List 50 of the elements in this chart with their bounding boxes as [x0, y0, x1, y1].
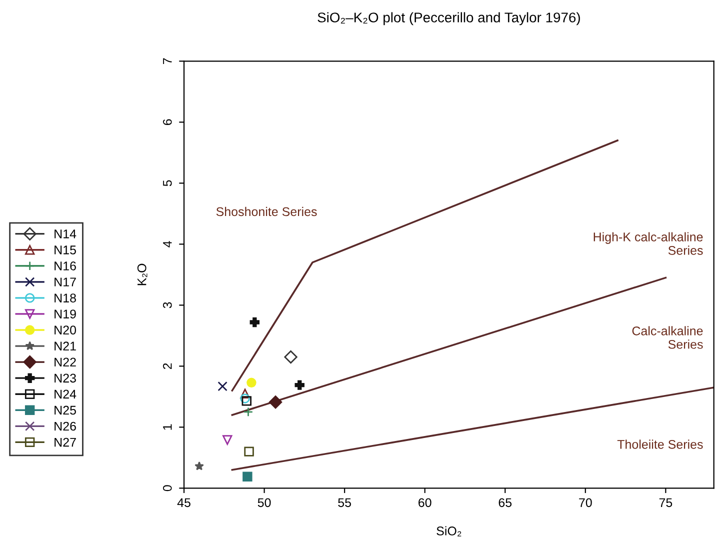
y-tick-label: 5	[163, 180, 172, 186]
point	[218, 381, 228, 392]
x-tick-label: 55	[338, 498, 351, 508]
legend-label: N27	[54, 438, 76, 447]
x-tick-label: 75	[659, 498, 672, 508]
y-tick-label: 6	[162, 119, 172, 125]
point	[240, 394, 250, 404]
legend-label: N22	[54, 358, 76, 366]
legend-label: N25	[54, 406, 76, 415]
legend-label: N21	[54, 342, 76, 350]
x-tick-label: 45	[177, 498, 190, 508]
y-tick-label: 0	[162, 485, 172, 492]
chart-title: SiO₂–K₂O plot (Peccerillo and Taylor 1976)	[318, 12, 580, 26]
point	[284, 350, 298, 364]
point	[268, 396, 282, 409]
y-tick-label: 3	[162, 302, 172, 308]
point	[242, 396, 252, 406]
legend-label: N23	[54, 374, 76, 383]
x-axis-title: SiO₂	[436, 526, 462, 536]
point	[243, 407, 254, 417]
point	[294, 380, 304, 390]
annotation: High-K calc-alkaline Series	[594, 232, 703, 255]
y-axis-title: K₂O	[137, 264, 148, 286]
legend-label: N26	[54, 422, 76, 431]
y-tick-label: 2	[162, 363, 172, 370]
y-tick-label: 7	[163, 58, 172, 64]
x-tick-label: 70	[579, 498, 592, 508]
legend-label: N18	[54, 294, 76, 302]
point	[244, 446, 254, 456]
legend-label: N16	[54, 262, 76, 270]
legend-label: N24	[54, 390, 76, 398]
legend-label: N14	[54, 230, 76, 238]
legend-label: N20	[54, 326, 76, 334]
point	[242, 472, 252, 482]
point	[250, 317, 260, 328]
x-tick-label: 65	[498, 498, 512, 508]
legend-label: N19	[54, 310, 76, 318]
x-tick-label: 60	[418, 498, 432, 508]
point	[240, 388, 250, 398]
y-tick-label: 4	[163, 241, 172, 248]
point	[246, 378, 256, 388]
annotation: Tholeiite Series	[617, 440, 703, 449]
x-tick-label: 50	[258, 498, 271, 508]
legend-label: N17	[54, 278, 76, 286]
y-tick-label: 1	[163, 424, 172, 430]
point	[222, 435, 232, 445]
annotation: Calc-alkaline Series	[632, 326, 703, 349]
legend-label: N15	[54, 246, 76, 254]
annotation: Shoshonite Series	[216, 206, 317, 216]
point	[194, 461, 204, 470]
